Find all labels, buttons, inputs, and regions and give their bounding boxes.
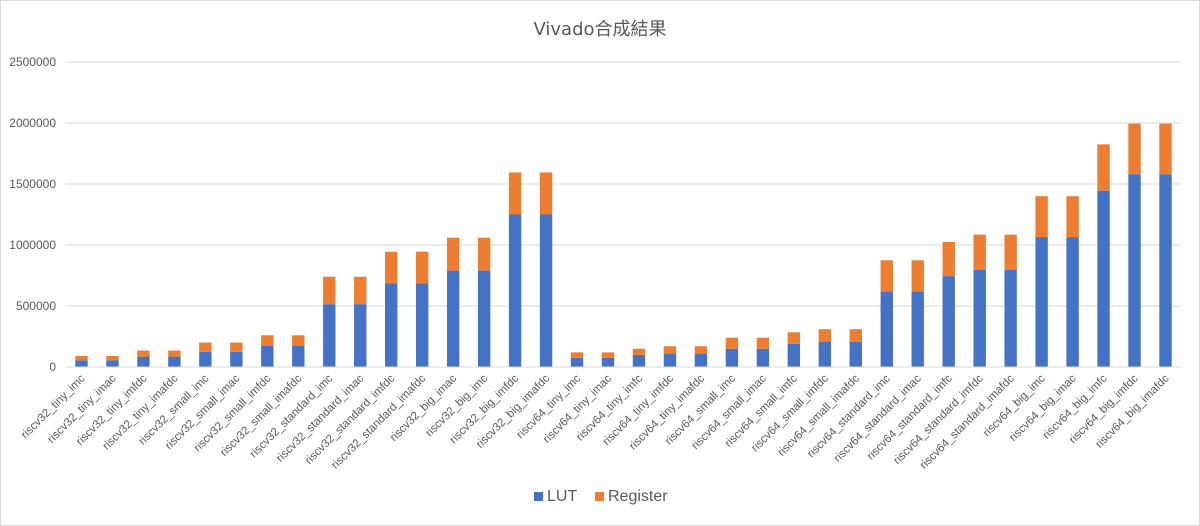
bar-lut-riscv64_big_imac — [1066, 237, 1079, 367]
chart-title: Vivado合成結果 — [533, 19, 666, 40]
bar-register-riscv64_tiny_imc — [570, 352, 584, 358]
bar-register-riscv64_small_imac — [756, 337, 770, 349]
bar-register-riscv64_big_imac — [1066, 196, 1079, 238]
y-axis-tick-labels: 0 500000 1000000 1500000 2000000 2500000 — [9, 55, 56, 374]
bar-register-riscv32_big_imfdc — [508, 172, 522, 215]
bar-lut-riscv64_standard_imc — [880, 291, 893, 367]
legend-label-lut: LUT — [547, 488, 577, 505]
bar-register-riscv64_big_imfdc — [1128, 123, 1141, 175]
bar-register-riscv64_standard_imc — [880, 260, 893, 292]
bar-register-riscv32_tiny_imfdc — [137, 350, 150, 357]
y-tick-label: 2000000 — [9, 116, 56, 130]
bar-register-riscv64_tiny_imafdc — [694, 346, 708, 354]
bar-lut-riscv32_big_imac — [446, 270, 460, 367]
x-axis-category-labels: riscv32_tiny_imcriscv32_tiny_imacriscv32… — [19, 372, 1172, 471]
bar-register-riscv64_big_imfc — [1097, 144, 1110, 191]
bar-register-riscv64_big_imafdc — [1159, 123, 1172, 175]
bar-lut-riscv64_standard_imfc — [942, 276, 955, 367]
bar-register-riscv64_small_imfc — [787, 332, 801, 344]
bar-register-riscv32_tiny_imc — [75, 356, 88, 361]
legend-swatch-register — [595, 492, 604, 501]
bar-register-riscv64_small_imfdc — [818, 329, 832, 342]
bar-register-riscv64_big_imc — [1035, 196, 1048, 238]
bar-register-riscv32_standard_imfdc — [385, 251, 398, 284]
bar-register-riscv64_tiny_imfc — [632, 348, 646, 355]
bar-register-riscv64_standard_imfc — [942, 241, 955, 277]
bars — [75, 123, 1172, 367]
bar-lut-riscv64_big_imfdc — [1128, 174, 1141, 367]
bar-register-riscv64_tiny_imfdc — [663, 346, 677, 354]
y-tick-label: 1000000 — [9, 238, 56, 252]
bar-register-riscv64_standard_imfdc — [973, 234, 986, 271]
bar-register-riscv32_tiny_imafdc — [168, 350, 181, 357]
bar-lut-riscv64_tiny_imc — [570, 357, 584, 367]
bar-lut-riscv64_big_imafdc — [1159, 174, 1172, 367]
bar-lut-riscv64_small_imafdc — [849, 341, 862, 367]
bar-lut-riscv64_small_imac — [756, 348, 770, 367]
bar-lut-riscv64_tiny_imfdc — [663, 353, 677, 367]
bar-lut-riscv64_small_imc — [725, 348, 739, 367]
bar-lut-riscv32_standard_imfdc — [385, 283, 398, 367]
bar-lut-riscv32_tiny_imafdc — [168, 356, 181, 367]
bar-lut-riscv32_tiny_imc — [75, 360, 88, 367]
y-tick-label: 1500000 — [9, 177, 56, 191]
bar-lut-riscv64_big_imc — [1035, 237, 1048, 367]
bar-lut-riscv64_tiny_imac — [601, 357, 615, 367]
bar-lut-riscv32_small_imac — [230, 351, 243, 367]
bar-lut-riscv32_small_imafdc — [292, 345, 305, 367]
bar-register-riscv64_small_imafdc — [849, 329, 862, 342]
bar-lut-riscv32_big_imfdc — [508, 214, 522, 367]
gridlines — [66, 61, 1181, 307]
bar-register-riscv64_small_imc — [725, 337, 739, 349]
bar-register-riscv32_big_imc — [477, 237, 491, 271]
legend-label-register: Register — [608, 488, 668, 505]
bar-register-riscv32_standard_imafdc — [415, 251, 429, 284]
bar-register-riscv32_big_imafdc — [539, 172, 553, 215]
bar-lut-riscv64_standard_imafdc — [1004, 270, 1017, 367]
bar-register-riscv32_small_imafdc — [292, 335, 305, 346]
bar-register-riscv64_standard_imac — [911, 260, 924, 292]
bar-register-riscv32_big_imac — [446, 237, 460, 271]
bar-register-riscv64_standard_imafdc — [1004, 234, 1017, 271]
bar-register-riscv32_small_imac — [230, 342, 243, 352]
bar-lut-riscv64_tiny_imafdc — [694, 353, 708, 367]
bar-lut-riscv64_big_imfc — [1097, 190, 1110, 367]
bar-register-riscv64_tiny_imac — [601, 352, 615, 358]
y-tick-label: 0 — [49, 360, 56, 374]
bar-register-riscv32_standard_imac — [354, 276, 367, 305]
y-tick-label: 2500000 — [9, 55, 56, 69]
bar-lut-riscv32_standard_imafdc — [415, 283, 429, 367]
bar-lut-riscv64_tiny_imfc — [632, 354, 646, 367]
bar-register-riscv32_tiny_imac — [106, 356, 119, 361]
bar-lut-riscv64_small_imfdc — [818, 341, 832, 367]
bar-lut-riscv32_small_imc — [199, 351, 212, 367]
bar-lut-riscv32_standard_imac — [354, 304, 367, 367]
bar-lut-riscv32_small_imfdc — [261, 345, 274, 367]
legend-swatch-lut — [534, 492, 543, 501]
bar-lut-riscv32_tiny_imfdc — [137, 356, 150, 367]
legend: LUT Register — [534, 488, 668, 505]
bar-lut-riscv32_big_imafdc — [539, 214, 553, 367]
bar-register-riscv32_small_imc — [199, 342, 212, 352]
bar-lut-riscv64_standard_imac — [911, 291, 924, 367]
bar-lut-riscv64_standard_imfdc — [973, 270, 986, 367]
bar-lut-riscv32_big_imc — [477, 270, 491, 367]
bar-lut-riscv32_tiny_imac — [106, 360, 119, 367]
bar-register-riscv32_standard_imc — [323, 276, 336, 305]
bar-lut-riscv32_standard_imc — [323, 304, 336, 367]
bar-lut-riscv64_small_imfc — [787, 343, 801, 367]
bar-register-riscv32_small_imfdc — [261, 335, 274, 346]
y-tick-label: 500000 — [16, 299, 56, 313]
